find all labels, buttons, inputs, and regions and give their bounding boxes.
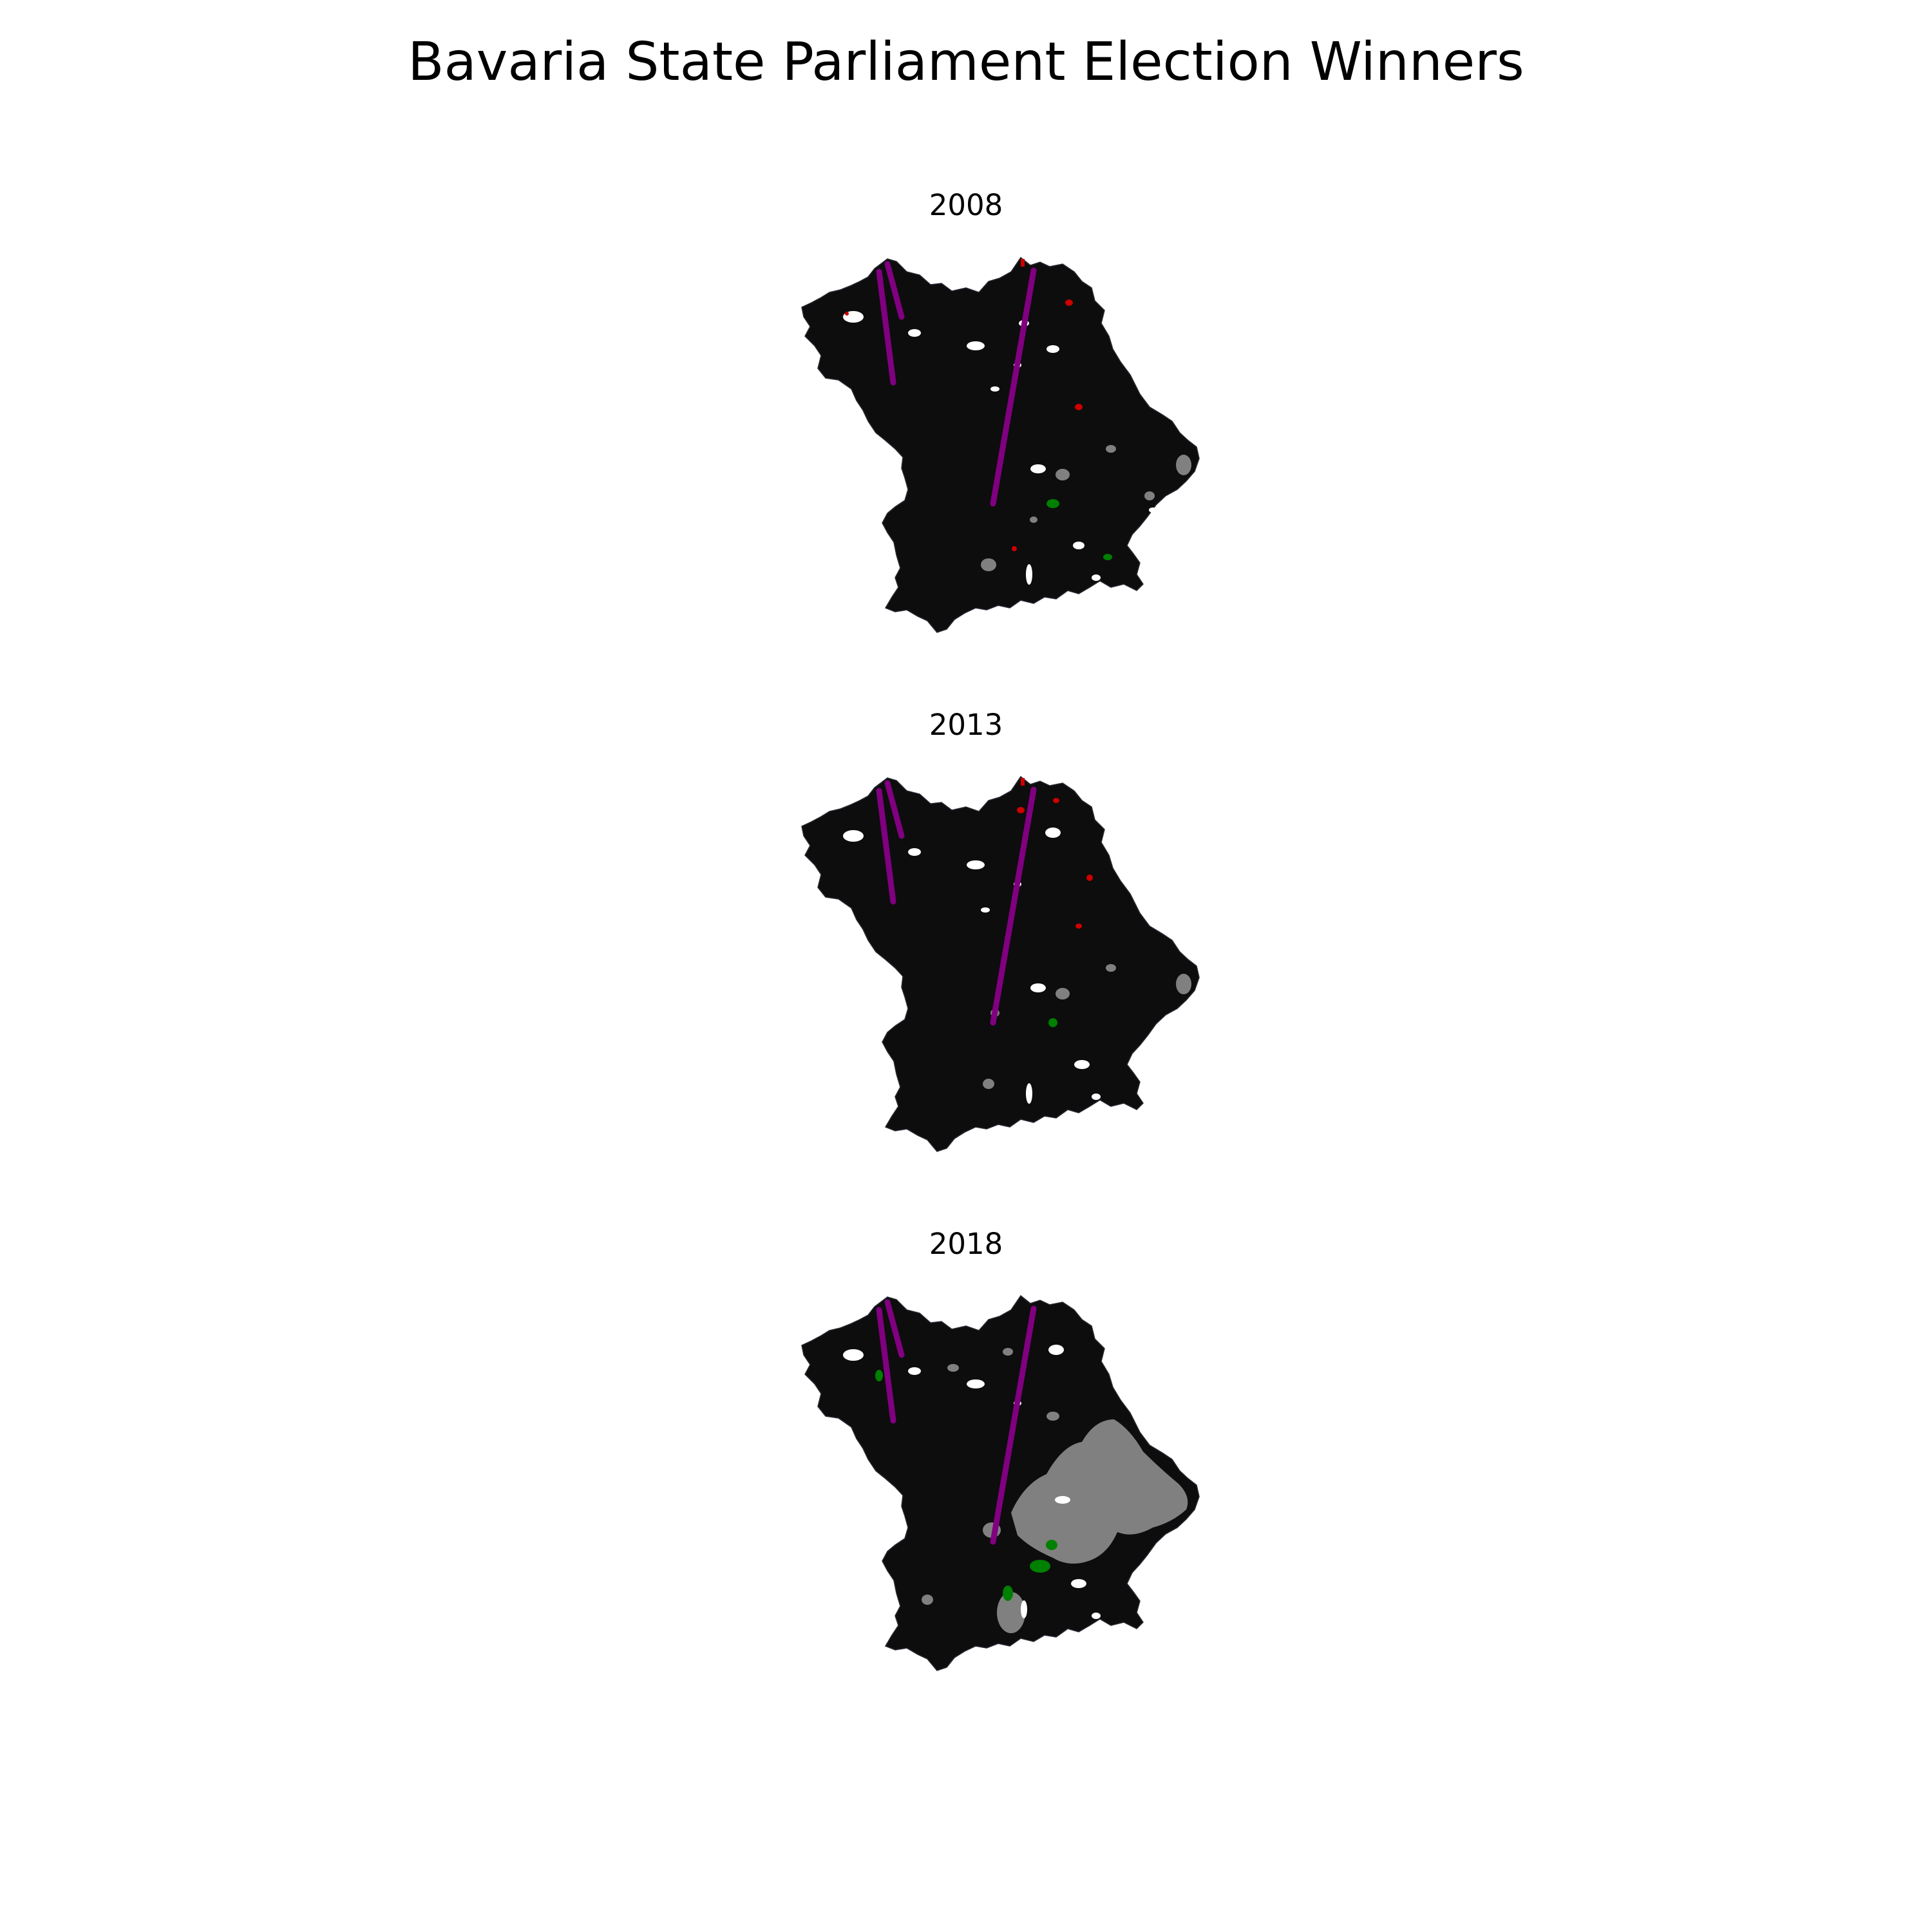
bavaria-map-2013 (801, 776, 1200, 1152)
bavaria-map-2008 (801, 257, 1200, 633)
grey-party-districts (981, 445, 1191, 571)
panel-title-2018: 2018 (929, 1227, 1003, 1261)
district-boundary-lines (876, 261, 1037, 507)
bavaria-map-2018 (801, 1295, 1200, 1671)
figure-title: Bavaria State Parliament Election Winner… (408, 32, 1524, 93)
green-party-districts (1048, 1018, 1057, 1027)
panel-title-2013: 2013 (929, 708, 1003, 742)
grey-party-districts (922, 1348, 1188, 1633)
panel-title-2008: 2008 (929, 188, 1003, 222)
green-party-districts (1046, 499, 1112, 560)
red-party-districts (1017, 778, 1093, 929)
green-party-districts (875, 1370, 1057, 1601)
red-party-districts (845, 259, 1083, 551)
no-data-areas (843, 1345, 1101, 1619)
district-boundary-lines (876, 1299, 1037, 1545)
district-boundary-lines (876, 780, 1037, 1026)
